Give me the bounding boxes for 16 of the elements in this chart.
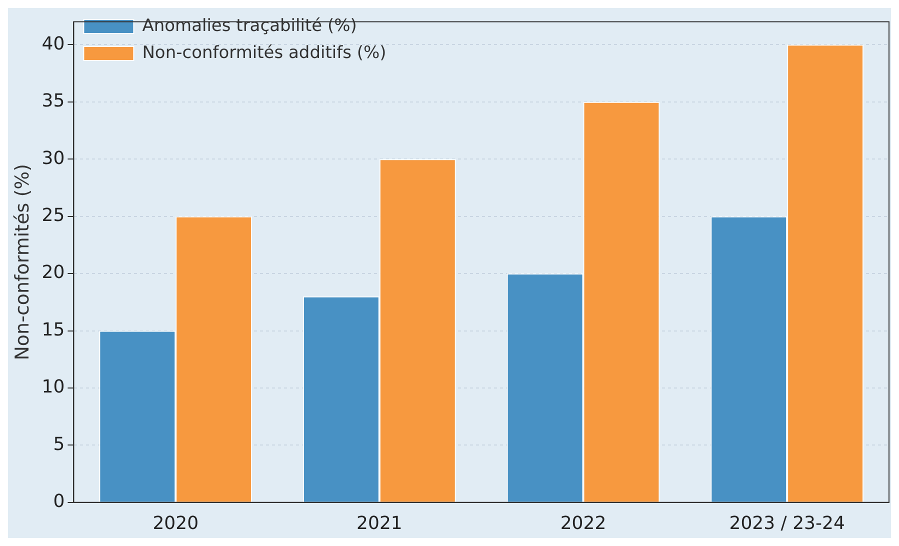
x-tick-label: 2023 / 23-24 (729, 512, 845, 534)
y-tick-label: 15 (42, 319, 65, 340)
y-tick-label: 35 (42, 90, 65, 112)
x-tick-label: 2021 (356, 512, 402, 534)
y-tick-label: 0 (53, 491, 65, 512)
y-tick-label: 25 (42, 205, 65, 226)
y-tick-label: 5 (53, 434, 65, 455)
y-tick-label: 10 (42, 376, 65, 398)
legend-label: Anomalies traçabilité (%) (142, 16, 357, 36)
y-tick-label: 30 (42, 148, 65, 169)
x-tick-label: 2022 (560, 512, 606, 534)
y-axis-title: Non-conformités (%) (11, 164, 34, 360)
y-tick-label: 20 (42, 262, 65, 284)
x-tick-label: 2020 (152, 512, 199, 534)
y-tick-label: 40 (42, 33, 65, 54)
legend-label: Non-conformités additifs (%) (142, 42, 386, 63)
